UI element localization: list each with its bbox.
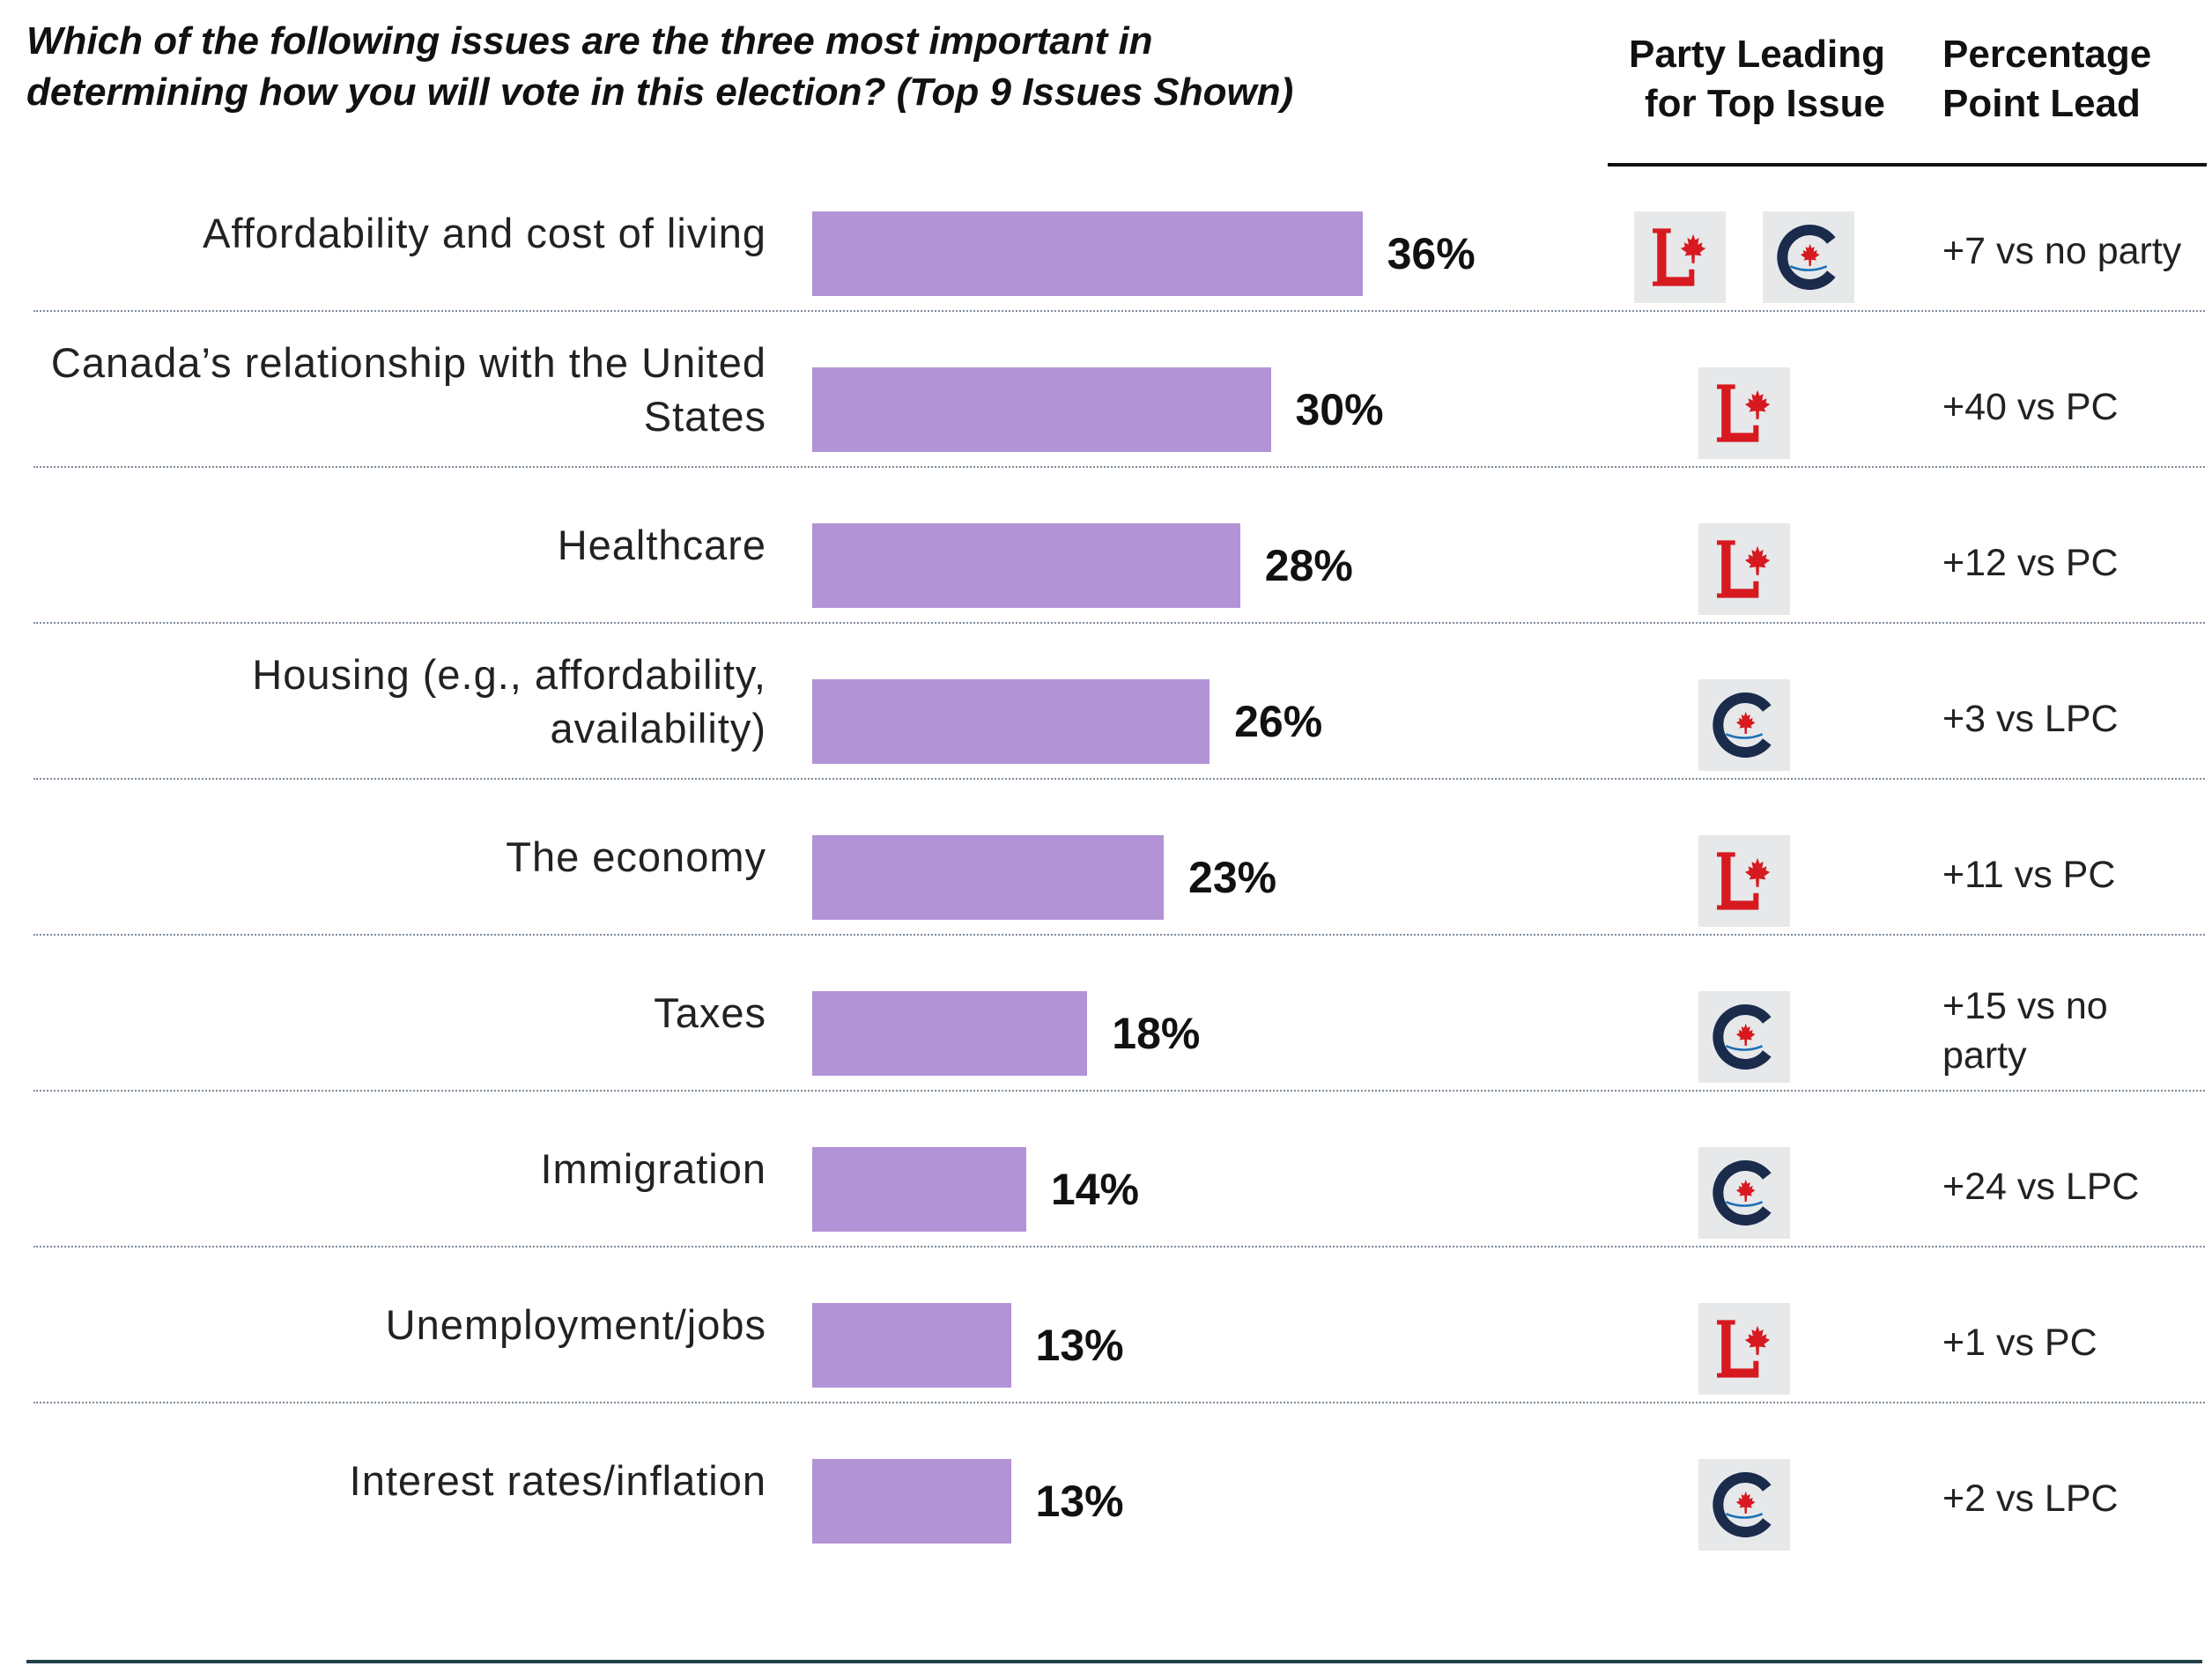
table-row: The economy 23% +11 vs PC — [0, 778, 2212, 935]
row-separator — [33, 1090, 2205, 1092]
conservative-logo-icon — [1698, 1147, 1790, 1239]
bar-value-label: 26% — [1234, 697, 1323, 746]
party-logos — [1603, 523, 1885, 615]
bar-value-label: 28% — [1264, 541, 1353, 590]
issue-label: Canada’s relationship with the United St… — [50, 338, 766, 440]
bar — [812, 523, 1240, 608]
bar — [812, 211, 1363, 296]
bar — [812, 679, 1210, 764]
lead-value: +2 vs LPC — [1942, 1477, 2119, 1520]
table-row: Immigration 14% +24 vs LPC — [0, 1090, 2212, 1247]
bar-value-label: 14% — [1050, 1165, 1139, 1214]
party-logos — [1603, 1459, 1885, 1551]
party-logos — [1603, 367, 1885, 459]
header-rule — [1608, 163, 2207, 167]
party-logos — [1603, 1147, 1885, 1239]
table-row: Taxes 18% +15 vs no party — [0, 934, 2212, 1091]
lead-value: +15 vs no party — [1942, 984, 2108, 1077]
row-separator — [33, 778, 2205, 780]
liberal-logo-icon — [1698, 523, 1790, 615]
table-row: Housing (e.g., affordability, availabili… — [0, 622, 2212, 779]
bottom-rule — [26, 1660, 2202, 1663]
conservative-logo-icon — [1698, 991, 1790, 1083]
bar-value-label: 36% — [1387, 229, 1476, 278]
party-logos — [1603, 211, 1885, 303]
conservative-logo-icon — [1763, 211, 1854, 303]
bar-value-label: 30% — [1295, 385, 1384, 434]
bar-value-label: 23% — [1188, 853, 1277, 902]
bar — [812, 1459, 1011, 1544]
bar-value-label: 13% — [1035, 1321, 1124, 1370]
bar — [812, 991, 1088, 1076]
liberal-logo-icon — [1698, 367, 1790, 459]
party-logos — [1603, 991, 1885, 1083]
row-separator — [33, 310, 2205, 312]
liberal-logo-icon — [1698, 835, 1790, 927]
liberal-logo-icon — [1698, 1303, 1790, 1395]
chart-title: Which of the following issues are the th… — [26, 19, 1294, 114]
issue-label: Healthcare — [557, 522, 766, 568]
issue-label: Affordability and cost of living — [203, 210, 766, 256]
row-separator — [33, 622, 2205, 624]
lead-value: +40 vs PC — [1942, 385, 2119, 428]
bar — [812, 1147, 1026, 1232]
lead-column-header: Percentage Point Lead — [1942, 33, 2152, 125]
table-row: Interest rates/inflation 13% +2 vs LPC — [0, 1402, 2212, 1559]
issue-label: Housing (e.g., affordability, availabili… — [252, 650, 766, 752]
row-separator — [33, 1402, 2205, 1403]
table-row: Affordability and cost of living 36% +7 vs… — [0, 155, 2212, 311]
issue-label: Taxes — [654, 989, 766, 1036]
lead-value: +3 vs LPC — [1942, 697, 2119, 740]
table-row: Canada’s relationship with the United St… — [0, 310, 2212, 467]
issue-label: Immigration — [540, 1145, 766, 1192]
liberal-logo-icon — [1634, 211, 1726, 303]
lead-value: +11 vs PC — [1942, 853, 2116, 896]
table-row: Unemployment/jobs 13% +1 vs PC — [0, 1246, 2212, 1403]
row-separator — [33, 934, 2205, 936]
party-logos — [1603, 1303, 1885, 1395]
lead-value: +7 vs no party — [1942, 229, 2182, 272]
bar — [812, 1303, 1011, 1388]
issue-label: Interest rates/inflation — [349, 1457, 766, 1504]
table-row: Healthcare 28% +12 vs PC — [0, 466, 2212, 623]
lead-value: +12 vs PC — [1942, 541, 2119, 584]
bar-value-label: 13% — [1035, 1477, 1124, 1526]
lead-value: +1 vs PC — [1942, 1321, 2097, 1364]
issue-label: The economy — [506, 833, 766, 880]
row-separator — [33, 1246, 2205, 1248]
row-separator — [33, 466, 2205, 468]
conservative-logo-icon — [1698, 679, 1790, 771]
conservative-logo-icon — [1698, 1459, 1790, 1551]
issue-label: Unemployment/jobs — [385, 1301, 766, 1348]
party-logos — [1603, 835, 1885, 927]
bar — [812, 367, 1271, 452]
bar-value-label: 18% — [1112, 1009, 1201, 1058]
party-logos — [1603, 679, 1885, 771]
lead-value: +24 vs LPC — [1942, 1165, 2140, 1208]
bar — [812, 835, 1165, 920]
party-column-header: Party Leading for Top Issue — [1629, 33, 1885, 125]
